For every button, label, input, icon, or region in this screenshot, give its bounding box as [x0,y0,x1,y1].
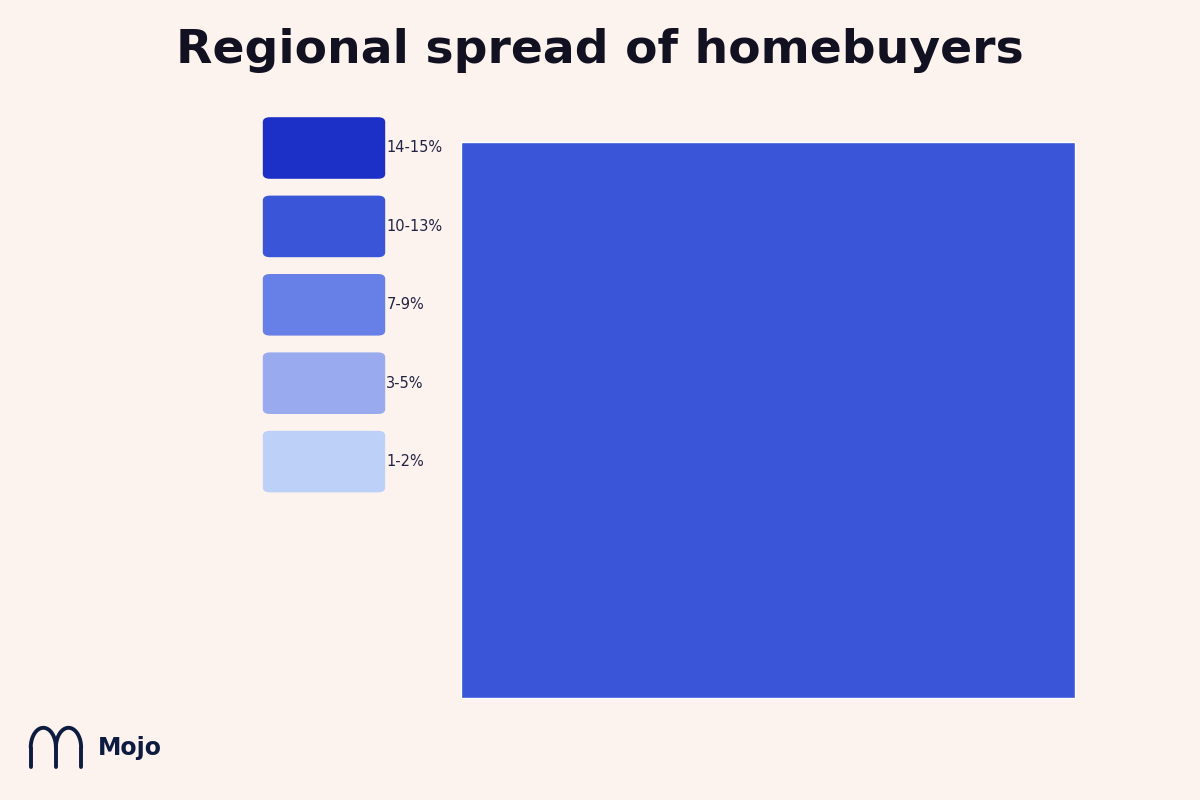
FancyBboxPatch shape [263,118,385,179]
Bar [461,142,1075,698]
Text: 14-15%: 14-15% [386,141,443,155]
FancyBboxPatch shape [263,430,385,493]
FancyBboxPatch shape [263,274,385,336]
Text: Regional spread of homebuyers: Regional spread of homebuyers [176,28,1024,73]
FancyBboxPatch shape [263,196,385,258]
Text: 7-9%: 7-9% [386,298,424,312]
FancyBboxPatch shape [263,353,385,414]
Text: Mojo: Mojo [98,736,162,760]
Text: 1-2%: 1-2% [386,454,424,469]
Text: 3-5%: 3-5% [386,376,424,390]
Text: 10-13%: 10-13% [386,219,443,234]
